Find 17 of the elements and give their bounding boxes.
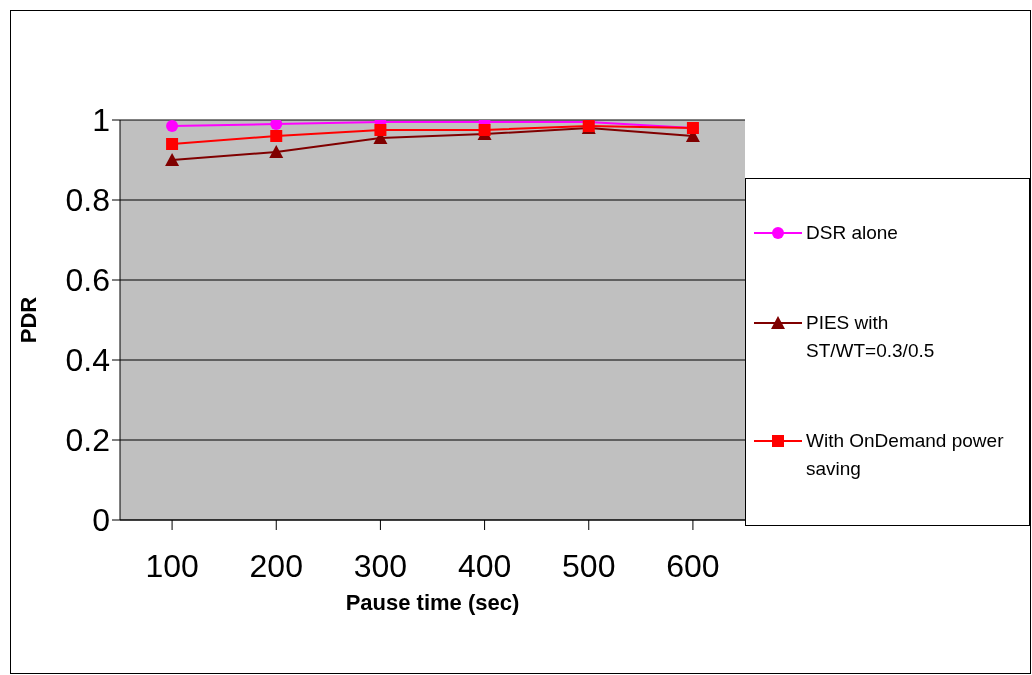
x-tick-label: 500 — [562, 547, 616, 584]
x-tick-label: 200 — [249, 547, 303, 584]
legend-label: DSR alone — [806, 221, 899, 245]
legend-label: With OnDemand power saving — [806, 429, 1005, 481]
x-axis-title: Pause time (sec) — [345, 590, 520, 615]
y-tick-label: 1 — [92, 102, 110, 139]
x-tick-label: 300 — [353, 547, 408, 584]
y-tick-label: 0.8 — [65, 182, 110, 219]
y-tick-label: 0.4 — [65, 342, 110, 379]
y-tick-label: 0.2 — [65, 422, 110, 459]
x-tick-label: 400 — [457, 547, 512, 584]
x-tick-label: 100 — [145, 547, 199, 584]
y-axis-title: PDR — [15, 296, 41, 344]
y-tick-label: 0.6 — [65, 262, 110, 299]
x-tick-label: 600 — [666, 547, 720, 584]
y-tick-label: 0 — [92, 502, 110, 539]
legend-label: PIES with ST/WT=0.3/0.5 — [806, 311, 936, 363]
